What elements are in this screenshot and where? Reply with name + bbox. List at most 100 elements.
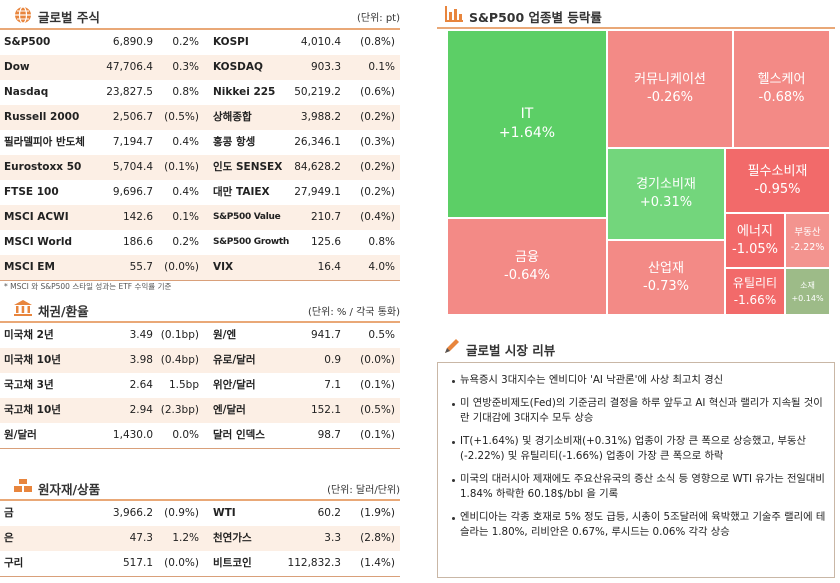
table-cell: 84,628.2 [294,161,341,173]
table-cell: VIX [213,261,234,273]
treemap-cell: 경기소비재 +0.31% [607,148,725,240]
table-cell: 23,827.5 [106,86,153,98]
review-item: 엔비디아는 각종 호재로 5% 정도 급등, 시총이 5조달러에 육박했고 기술… [452,510,826,541]
sector-name: 유틸리티 [732,275,778,290]
note: * MSCI 와 S&P500 스타일 성과는 ETF 수익률 기준 [4,282,172,291]
table-cell: KOSDAQ [213,61,263,73]
table-cell: MSCI EM [4,261,55,273]
table-cell: 125.6 [310,236,341,248]
sector-change: -0.26% [647,90,693,105]
bank-icon [14,300,32,316]
table-cell: 7,194.7 [112,136,153,148]
table-cell: 0.8% [368,236,395,248]
table-cell: 26,346.1 [294,136,341,148]
table-cell: WTI [213,507,236,519]
table-cell: 4.0% [368,261,395,273]
table-row: 미국채 2년 3.49 (0.1bp) 원/엔 941.7 0.5% [0,323,400,348]
table-cell: 0.2% [172,236,199,248]
table-row: Eurostoxx 50 5,704.4 (0.1%) 인도 SENSEX 84,628… [0,155,400,180]
treemap-cell: 필수소비재 -0.95% [725,148,830,213]
table-bottom-rule [0,576,400,577]
table-cell: 98.7 [317,429,341,441]
header-rule [437,27,835,29]
table-cell: (0.9%) [164,507,199,519]
table-cell: Eurostoxx 50 [4,161,82,173]
table-cell: 112,832.3 [287,557,341,569]
header-rule [0,321,400,323]
bonds-unit: (단위: % / 각국 통화) [308,307,400,318]
table-cell: 0.9 [324,354,341,366]
table-cell: (0.5%) [164,111,199,123]
table-cell: 941.7 [310,329,341,341]
sector-name: 소재 [800,280,815,290]
table-row: 미국채 10년 3.98 (0.4bp) 유로/달러 0.9 (0.0%) [0,348,400,373]
review-item: IT(+1.64%) 및 경기소비재(+0.31%) 업종이 가장 큰 폭으로 … [452,434,826,465]
table-cell: 1,430.0 [112,429,153,441]
table-cell: 인도 SENSEX [213,161,283,173]
review-item: 뉴욕증시 3대지수는 엔비디아 'AI 낙관론'에 사상 최고치 경신 [452,373,826,389]
table-cell: 4,010.4 [300,36,341,48]
table-cell: 1.2% [172,532,199,544]
table-cell: 3.98 [129,354,153,366]
table-bottom-rule [0,448,400,449]
table-cell: (1.4%) [360,557,395,569]
table-cell: (0.6%) [360,86,395,98]
table-cell: 원/엔 [213,329,237,341]
table-cell: 1.5bp [168,379,199,391]
table-cell: 2.94 [129,404,153,416]
sector-name: 커뮤니케이션 [634,72,706,87]
sector-name: 필수소비재 [747,163,808,179]
table-cell: 국고채 10년 [4,404,61,416]
table-cell: 3,988.2 [300,111,341,123]
table-cell: 6,890.9 [112,36,153,48]
treemap-cell: 에너지 -1.05% [725,213,785,268]
table-cell: 210.7 [310,211,341,223]
table-cell: MSCI ACWI [4,211,69,223]
table-cell: 903.3 [310,61,341,73]
sector-name: 산업재 [648,260,684,276]
review-item: 미 연방준비제도(Fed)의 기준금리 결정을 하루 앞두고 AI 혁신과 랠리… [452,396,826,427]
table-cell: 0.2% [172,36,199,48]
table-cell: 5,704.4 [112,161,153,173]
table-cell: 천연가스 [213,532,252,544]
table-cell: 3.3 [324,532,341,544]
table-cell: (0.3%) [360,136,395,148]
table-cell: 55.7 [129,261,153,273]
gold-icon [14,479,32,492]
table-cell: 0.1% [368,61,395,73]
table-row: Nasdaq 23,827.5 0.8% Nikkei 225 50,219.2 (0.6… [0,80,400,105]
table-cell: Nasdaq [4,86,49,98]
header-rule [0,499,400,501]
table-cell: 달러 인덱스 [213,429,265,441]
commodities-unit: (단위: 달러/단위) [327,485,400,496]
table-cell: Russell 2000 [4,111,80,123]
table-cell: (0.0%) [164,557,199,569]
commodities-title: 원자재/상품 [38,482,101,497]
table-row: Russell 2000 2,506.7 (0.5%) 상해종합 3,988.2 (0.2… [0,105,400,130]
table-cell: 유로/달러 [213,354,256,366]
sector-name: 금융 [515,249,539,265]
table-cell: (0.1%) [360,379,395,391]
table-cell: 원/달러 [4,429,37,441]
sector-change: -0.95% [754,181,801,197]
sector-name: 헬스케어 [757,72,806,87]
bonds-title: 채권/환율 [38,304,89,319]
table-row: FTSE 100 9,696.7 0.4% 대만 TAIEX 27,949.1 (0.2%… [0,180,400,205]
table-cell: (2.3bp) [160,404,199,416]
table-cell: (0.4bp) [160,354,199,366]
table-cell: 0.4% [172,186,199,198]
table-cell: 대만 TAIEX [213,186,270,198]
table-cell: 517.1 [122,557,153,569]
sector-change: +0.14% [791,293,824,303]
table-cell: 금 [4,507,14,519]
table-cell: (0.1%) [360,429,395,441]
table-cell: Nikkei 225 [213,86,276,98]
sector-name: 에너지 [737,223,773,239]
table-row: MSCI EM 55.7 (0.0%) VIX 16.4 4.0% [0,255,400,280]
treemap-cell: 소재 +0.14% [785,268,830,315]
sector-change: -0.64% [504,267,550,283]
table-cell: (0.1bp) [160,329,199,341]
